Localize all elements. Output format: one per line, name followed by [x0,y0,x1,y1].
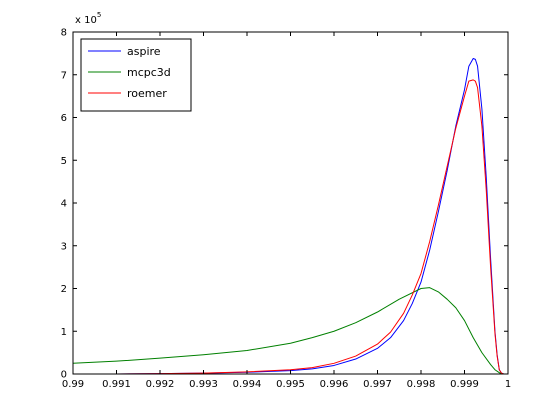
x-tick-label: 0.998 [407,379,436,390]
y-axis-multiplier-base: x 10 [75,15,97,26]
y-tick-label: 7 [61,70,67,81]
x-tick-label: 0.991 [102,379,131,390]
x-tick-label: 0.995 [276,379,305,390]
y-tick-label: 1 [61,327,67,338]
series-line-mcpc3d [72,287,508,375]
y-tick-label: 0 [61,370,67,381]
x-tick-label: 0.993 [189,379,218,390]
y-tick-label: 4 [61,199,67,210]
y-tick-label: 3 [61,241,67,252]
y-tick-label: 6 [61,113,67,124]
series-layer [72,58,508,375]
y-tick-label: 8 [61,28,67,39]
x-tick-label: 0.992 [146,379,175,390]
legend-label: roemer [127,87,167,100]
x-tick-label: 0.99 [62,379,84,390]
y-tick-label: 5 [61,156,67,167]
y-tick-label: 2 [61,284,67,295]
x-tick-label: 0.996 [320,379,349,390]
x-tick-label: 1 [505,379,511,390]
legend-label: mcpc3d [127,66,171,79]
legend: aspire mcpc3d roemer [80,38,192,112]
x-tick-label: 0.997 [363,379,392,390]
y-axis: 0 1 2 3 4 5 6 7 8 [61,28,508,381]
y-axis-multiplier-exponent: 5 [97,11,101,19]
x-tick-label: 0.994 [233,379,262,390]
x-axis: 0.99 0.991 0.992 0.993 0.994 0.995 0.996 0.997 0… [62,32,511,390]
legend-label: aspire [127,45,161,58]
y-axis-multiplier: x 105 [75,11,101,26]
series-line-roemer [73,79,508,375]
x-tick-label: 0.999 [450,379,479,390]
